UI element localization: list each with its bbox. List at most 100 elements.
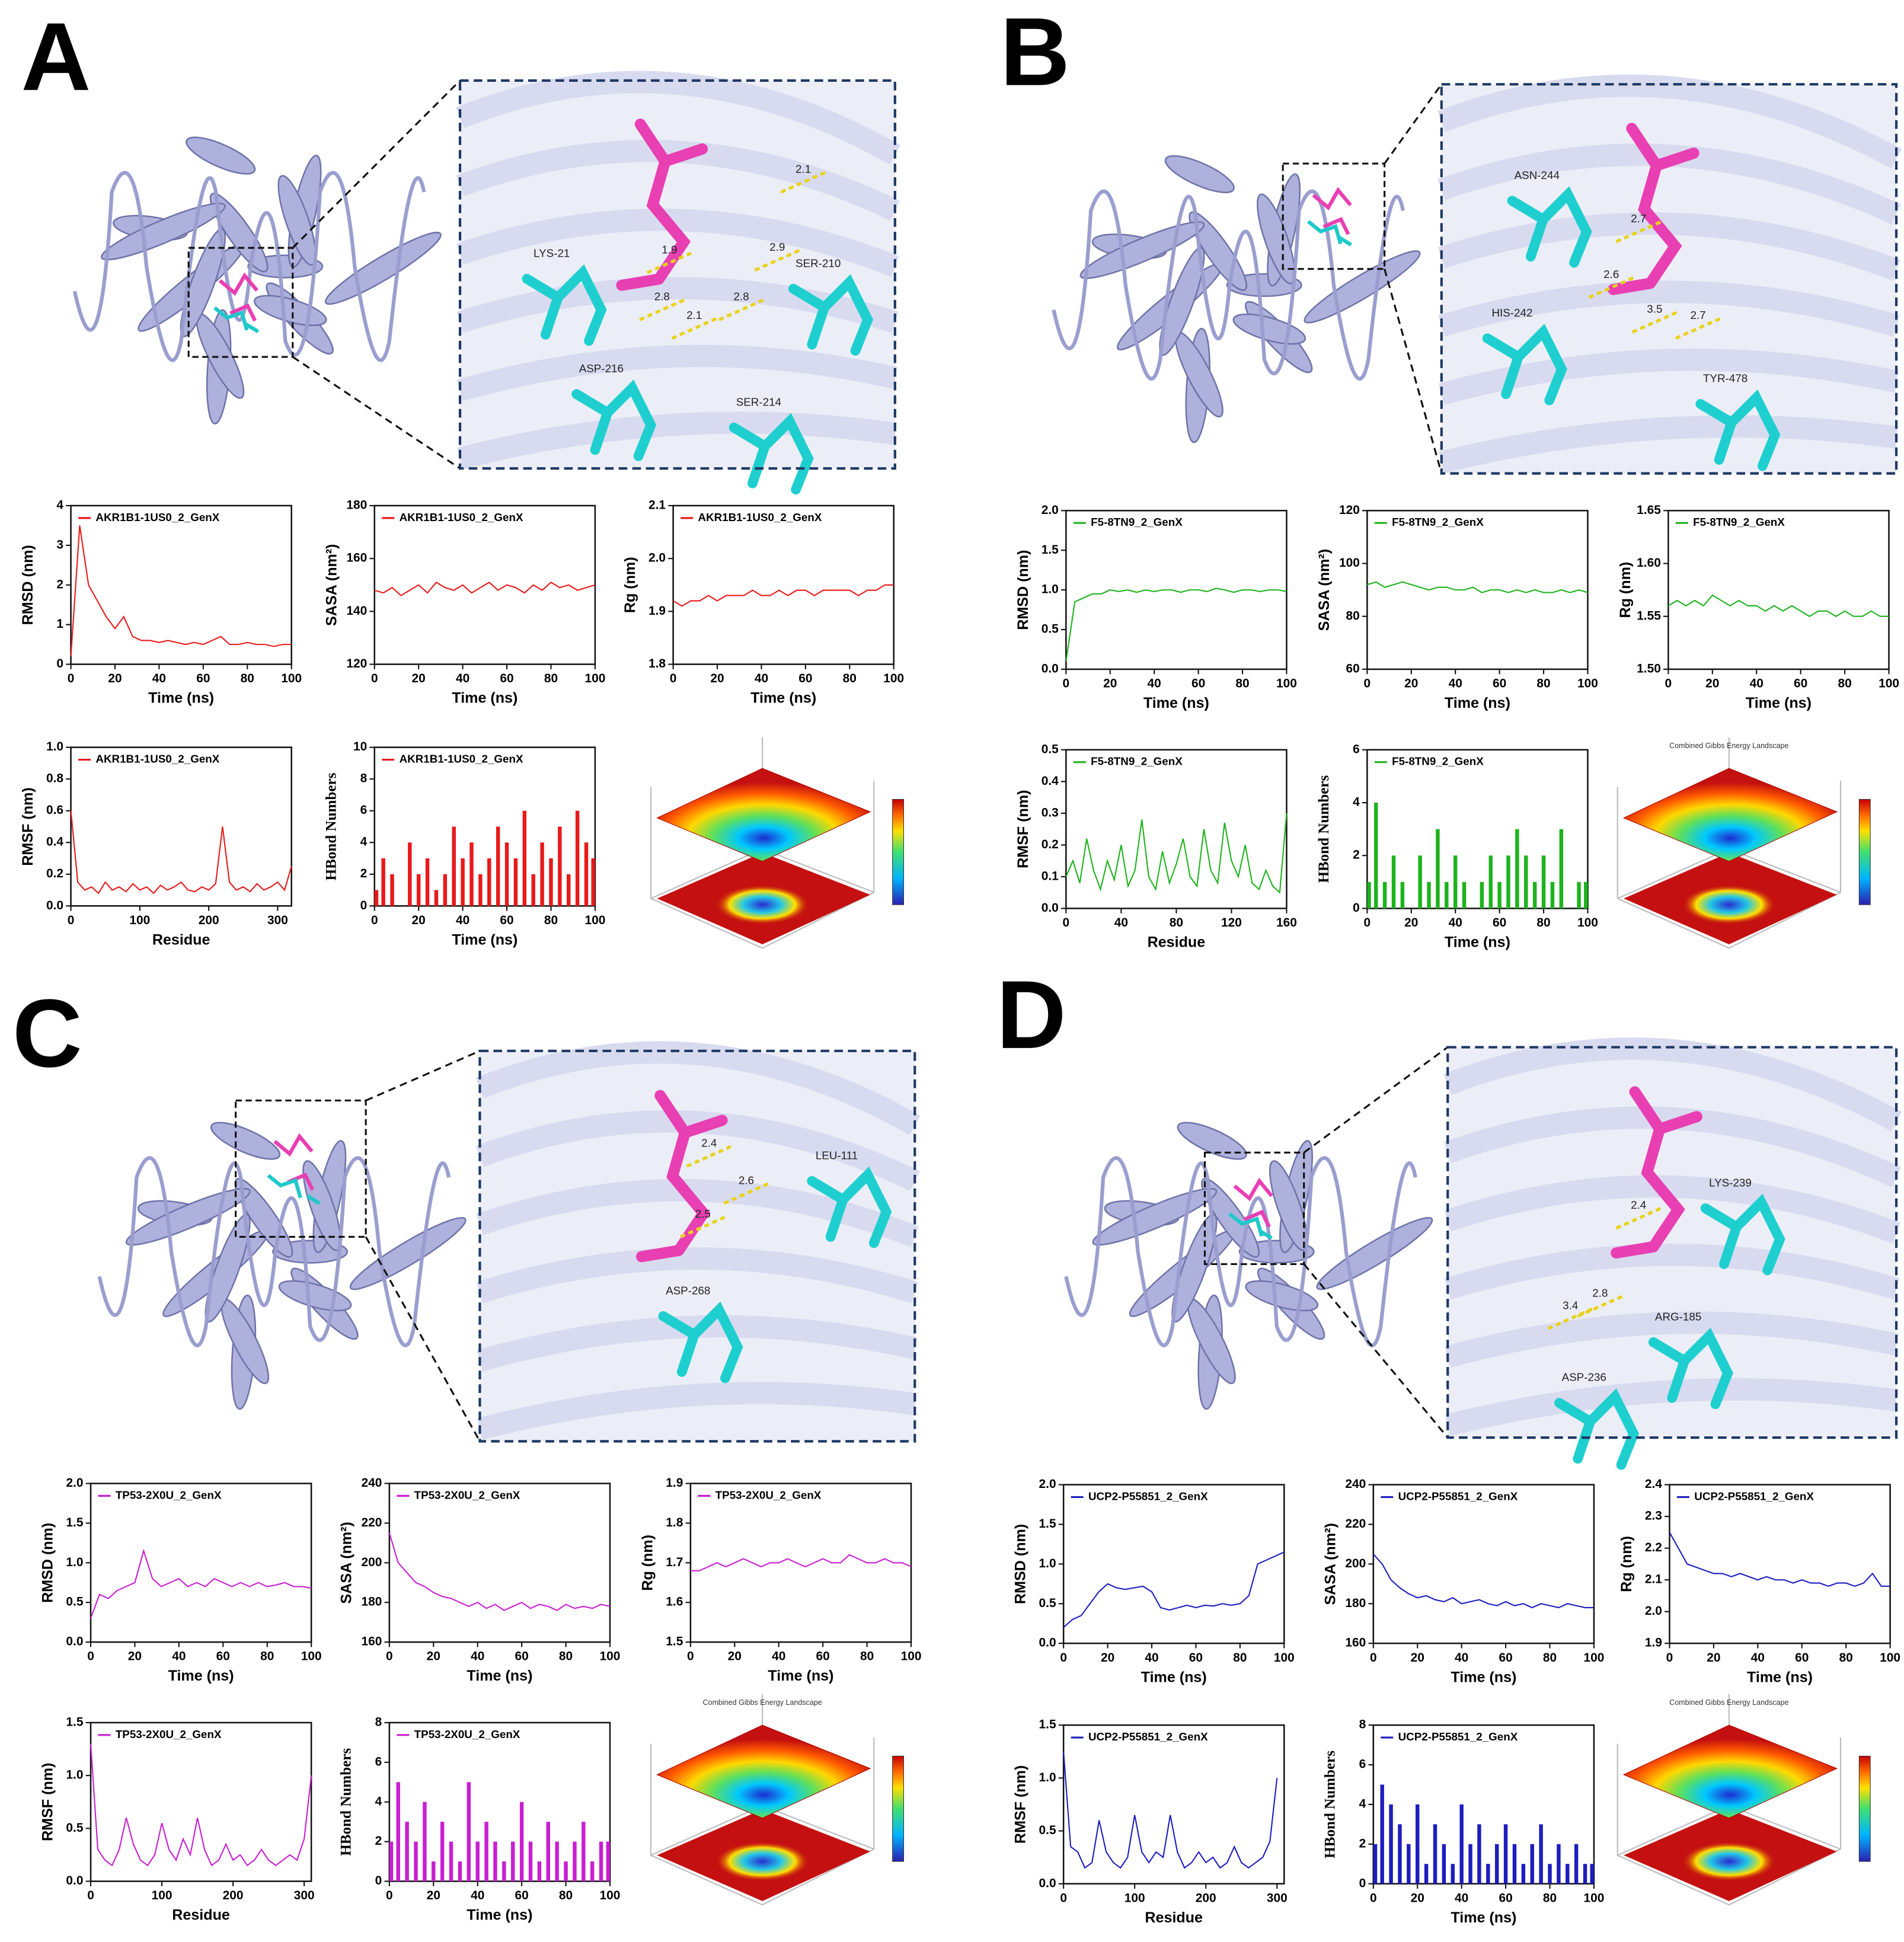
plot-frame	[70, 746, 292, 907]
distance-label: 2.9	[769, 241, 785, 253]
y-tick-label: 1.6	[666, 1595, 683, 1609]
bar	[1512, 1844, 1517, 1884]
x-tick-label: 40	[772, 1650, 785, 1663]
panel-letter: B	[1000, 0, 1070, 106]
x-tick-label: 60	[1189, 1651, 1203, 1665]
data-line	[1065, 587, 1287, 662]
x-tick-label: 80	[260, 1650, 274, 1663]
y-axis-label: SASA (nm²)	[338, 1522, 354, 1604]
inset-ribbon	[1437, 74, 1902, 169]
landscape-surface	[656, 768, 871, 862]
bar	[1503, 1824, 1508, 1884]
bar	[1433, 1824, 1437, 1884]
data-line	[1669, 1532, 1890, 1587]
y-tick-label: 2.1	[648, 498, 666, 512]
bar	[575, 810, 580, 906]
bar	[467, 1782, 471, 1882]
bar	[478, 874, 483, 906]
data-line	[673, 584, 894, 607]
inset-background	[480, 1050, 915, 1442]
x-tick-label: 80	[559, 1650, 573, 1663]
distance-label: 2.7	[1631, 212, 1646, 225]
y-axis-label: RMSD (nm)	[40, 1523, 56, 1603]
data-line	[70, 810, 292, 895]
x-tick-label: 80	[1839, 1651, 1853, 1665]
bar	[390, 874, 394, 906]
bar	[1557, 1844, 1561, 1884]
plot-frame	[388, 1721, 611, 1882]
protein-helix	[1092, 1187, 1218, 1246]
bar	[1468, 1844, 1472, 1884]
zoom-connector	[1384, 84, 1443, 164]
distance-label: 3.4	[1563, 1299, 1578, 1311]
x-tick-label: 40	[1145, 1651, 1158, 1665]
x-tick-label: 60	[515, 1650, 529, 1663]
x-tick-label: 100	[1584, 1891, 1605, 1905]
x-tick-label: 40	[755, 672, 768, 685]
y-tick-label: 0.8	[46, 772, 63, 785]
inset-frame	[1440, 83, 1898, 475]
bar	[1389, 1804, 1393, 1884]
x-tick-label: 60	[1493, 677, 1506, 691]
bar	[475, 1841, 480, 1882]
residue-mini	[213, 306, 260, 334]
bar	[396, 1782, 400, 1882]
residue-sticks	[1648, 1327, 1733, 1410]
landscape-minimum	[715, 1841, 810, 1882]
distance-label: 2.8	[734, 290, 749, 303]
y-tick-label: 0.0	[66, 1635, 83, 1649]
x-axis-label: Time (ns)	[1141, 1669, 1207, 1685]
y-tick-label: 4	[375, 1794, 382, 1808]
x-axis-label: Time (ns)	[1451, 1669, 1516, 1685]
bar	[443, 874, 448, 906]
bar	[584, 842, 589, 906]
y-tick-label: 1.5	[1039, 1517, 1056, 1531]
landscape-title: Combined Gibbs Energy Landscape	[702, 1698, 822, 1707]
bar	[504, 842, 509, 906]
y-tick-label: 2.0	[1039, 1477, 1056, 1491]
y-tick-label: 200	[1345, 1557, 1366, 1570]
y-tick-label: 10	[353, 740, 367, 753]
x-tick-label: 20	[1404, 677, 1418, 691]
bar	[540, 842, 544, 906]
residue-label: SER-210	[796, 257, 841, 269]
bar	[452, 826, 456, 906]
y-tick-label: 200	[361, 1555, 382, 1569]
legend-label: F5-8TN9_2_GenX	[1091, 516, 1183, 528]
y-tick-label: 1.8	[666, 1516, 683, 1529]
legend-label: TP53-2X0U_2_GenX	[715, 1489, 822, 1501]
x-tick-label: 0	[687, 1650, 694, 1663]
bar	[1480, 881, 1484, 909]
data-line	[1065, 813, 1288, 894]
y-tick-label: 1.5	[666, 1635, 683, 1649]
landscape-minimum	[1682, 1841, 1777, 1882]
legend-label: UCP2-P55851_2_GenX	[1694, 1490, 1814, 1502]
protein-cartoon	[1052, 155, 1421, 443]
x-tick-label: 40	[1148, 677, 1161, 691]
y-axis-label: RMSD (nm)	[1012, 1524, 1029, 1604]
protein-helix	[1257, 193, 1296, 285]
protein-helix	[349, 1216, 467, 1291]
y-tick-label: 2	[360, 867, 368, 880]
x-tick-label: 0	[1666, 1651, 1673, 1665]
landscape-surface	[1622, 768, 1838, 862]
x-tick-label: 20	[710, 672, 724, 685]
y-tick-label: 240	[1345, 1477, 1366, 1491]
y-tick-label: 2.1	[1645, 1573, 1662, 1586]
y-tick-label: 1.9	[648, 604, 666, 618]
bar	[1424, 1864, 1429, 1884]
bar	[1583, 1864, 1587, 1884]
x-tick-label: 0	[371, 913, 378, 927]
bar	[599, 1841, 603, 1882]
x-tick-label: 60	[515, 1889, 529, 1902]
protein-helix	[125, 1187, 251, 1246]
bar	[1584, 881, 1588, 909]
y-axis-label: RMSF (nm)	[1012, 1765, 1029, 1844]
y-tick-label: 1.0	[1042, 583, 1059, 596]
residue-sticks	[788, 274, 873, 356]
x-tick-label: 20	[108, 672, 122, 685]
y-axis-label: RMSF (nm)	[40, 1763, 56, 1841]
bar	[440, 1822, 445, 1882]
distance-label: 2.1	[796, 162, 811, 175]
x-tick-label: 80	[544, 913, 558, 927]
